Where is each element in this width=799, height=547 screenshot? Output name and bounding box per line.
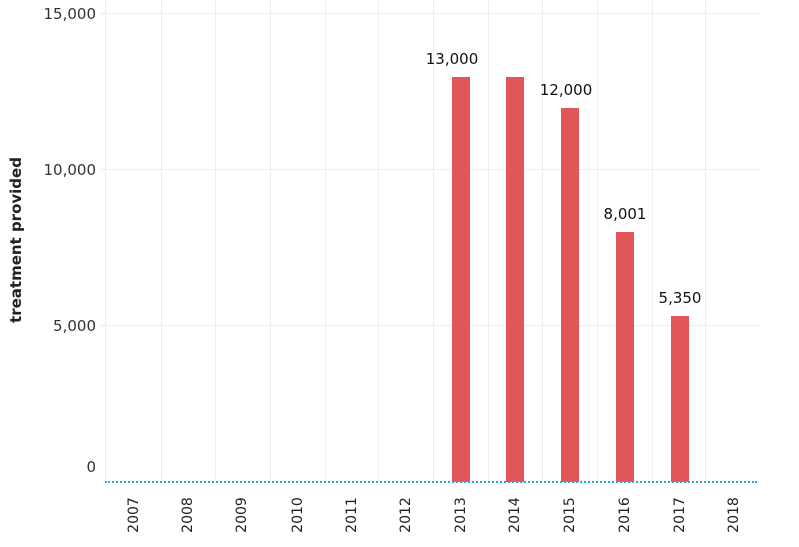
x-tick-2015: 2015	[560, 490, 580, 540]
bar-label-2016: 8,001	[603, 205, 647, 223]
x-tick-text: 2008	[180, 497, 196, 533]
y-tick-15000: 15,000	[43, 5, 97, 23]
x-tick-2007: 2007	[124, 490, 144, 540]
vgridline	[542, 0, 543, 482]
vgridline	[378, 0, 379, 482]
x-tick-text: 2010	[290, 497, 306, 533]
x-tick-text: 2011	[344, 497, 360, 533]
vgridline	[270, 0, 271, 482]
x-tick-2014: 2014	[505, 490, 525, 540]
vgridline	[597, 0, 598, 482]
y-axis-title: treatment provided	[6, 157, 26, 323]
x-tick-2011: 2011	[342, 490, 362, 540]
bar-label-2015: 12,000	[539, 81, 593, 99]
x-tick-text: 2014	[507, 497, 523, 533]
bar-2014[interactable]	[506, 77, 524, 482]
x-tick-text: 2012	[398, 497, 414, 533]
y-axis-title-text: treatment provided	[7, 157, 25, 323]
x-tick-2012: 2012	[396, 490, 416, 540]
vgridline	[105, 0, 106, 482]
x-tick-text: 2018	[726, 497, 742, 533]
x-tick-text: 2016	[617, 497, 633, 533]
x-tick-text: 2009	[234, 497, 250, 533]
x-tick-2008: 2008	[178, 490, 198, 540]
x-tick-text: 2013	[453, 497, 469, 533]
y-tick-0: 0	[86, 458, 96, 476]
x-tick-text: 2015	[562, 497, 578, 533]
x-tick-2009: 2009	[232, 490, 252, 540]
x-tick-2017: 2017	[670, 490, 690, 540]
vgridline	[652, 0, 653, 482]
y-tick-5000: 5,000	[53, 317, 96, 335]
y-tick-10000: 10,000	[43, 161, 97, 179]
gridline-15000	[100, 13, 760, 14]
vgridline	[161, 0, 162, 482]
bar-2013[interactable]	[452, 77, 470, 482]
vgridline	[705, 0, 706, 482]
x-tick-2013: 2013	[451, 490, 471, 540]
vgridline	[433, 0, 434, 482]
x-tick-text: 2007	[126, 497, 142, 533]
vgridline	[488, 0, 489, 482]
x-tick-text: 2017	[672, 497, 688, 533]
vgridline	[325, 0, 326, 482]
bar-label-2013: 13,000	[425, 50, 479, 68]
bar-label-2017: 5,350	[658, 289, 702, 307]
x-tick-2010: 2010	[288, 490, 308, 540]
x-tick-2016: 2016	[615, 490, 635, 540]
vgridline	[215, 0, 216, 482]
bar-2015[interactable]	[561, 108, 579, 482]
bar-2017[interactable]	[671, 316, 689, 482]
x-tick-2018: 2018	[724, 490, 744, 540]
gridline-5000	[100, 325, 760, 326]
zero-baseline	[105, 481, 757, 483]
gridline-10000	[100, 169, 760, 170]
bar-2016[interactable]	[616, 232, 634, 482]
